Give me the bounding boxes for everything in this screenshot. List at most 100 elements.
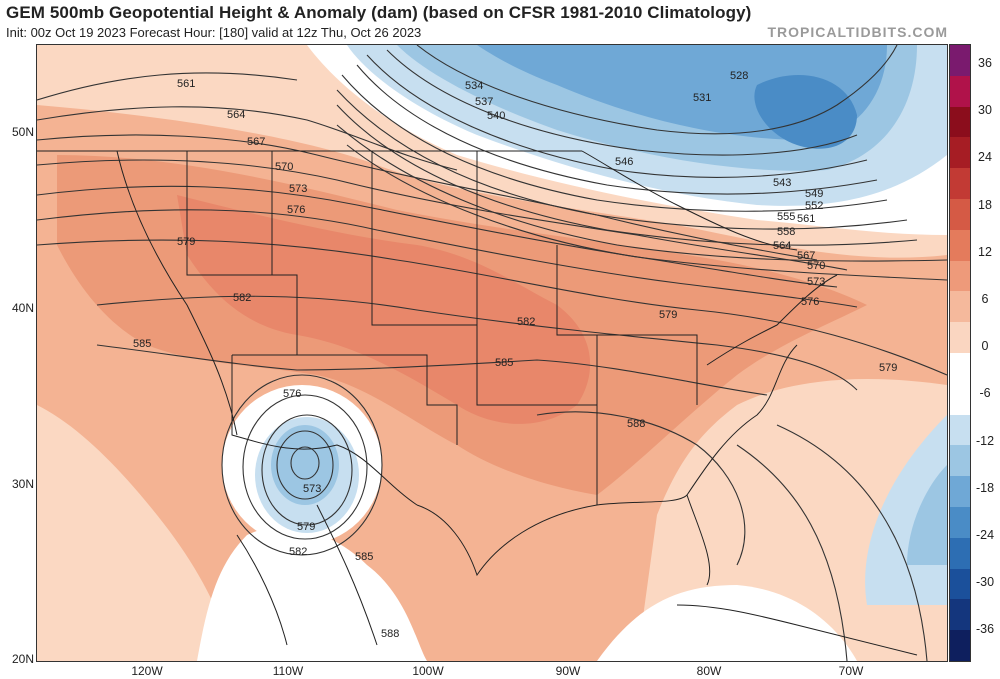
colorbar — [949, 44, 971, 662]
contour-label: 564 — [773, 240, 791, 252]
mexico-west-coast — [316, 504, 378, 646]
contour-543 — [336, 89, 908, 230]
contour-label: 582 — [517, 316, 535, 328]
chart-title: GEM 500mb Geopotential Height & Anomaly … — [6, 3, 752, 22]
contour-label: 582 — [233, 292, 251, 304]
contour-label: 585 — [133, 338, 151, 350]
contour-cutoff-576 — [276, 430, 334, 500]
colorbar-segment — [950, 599, 970, 631]
state-line-midwest — [597, 334, 698, 405]
contour-label: 585 — [495, 357, 513, 369]
colorbar-segment — [950, 199, 970, 231]
contour-label: 534 — [465, 80, 483, 92]
contour-label: 570 — [275, 161, 293, 173]
lon-label: 110W — [272, 664, 304, 678]
contour-579 — [37, 239, 947, 376]
lon-label: 120W — [131, 664, 163, 678]
contour-label: 588 — [627, 418, 645, 430]
cutoff-low-neg12 — [271, 425, 339, 505]
contour-label: 570 — [807, 260, 825, 272]
contour-label: 558 — [777, 226, 795, 238]
contour-label: 555 — [777, 211, 795, 223]
contour-576 — [37, 209, 858, 308]
colorbar-segment — [950, 260, 970, 292]
contour-atlantic-576 — [776, 424, 928, 661]
anomaly-neg24-north — [754, 75, 857, 149]
contour-cutoff-579 — [261, 414, 353, 526]
contour-label: 546 — [615, 156, 633, 168]
state-line-mississippi — [556, 245, 598, 505]
colorbar-segment — [950, 353, 970, 385]
contour-label: 585 — [355, 551, 373, 563]
anomaly-neg12-atlantic — [907, 465, 947, 565]
map-canvas: 561 564 567 570 573 576 579 582 585 588 … — [37, 45, 947, 661]
colorbar-segment — [950, 568, 970, 600]
colorbar-segment — [950, 630, 970, 662]
chart-subtitle: Init: 00z Oct 19 2023 Forecast Hour: [18… — [6, 25, 422, 40]
contour-label: 561 — [177, 78, 195, 90]
political-borders — [37, 150, 918, 656]
colorbar-label: 36 — [978, 56, 992, 70]
contour-cutoff-582 — [242, 394, 368, 540]
colorbar-segment — [950, 383, 970, 416]
contour-546 — [336, 104, 918, 246]
colorbar-segment — [950, 414, 970, 446]
cuba-coast — [676, 604, 918, 656]
lon-label: 70W — [838, 664, 864, 678]
contour-label: 552 — [805, 200, 823, 212]
contour-567 — [37, 134, 818, 261]
colorbar-segment — [950, 45, 970, 77]
lat-label: 20N — [11, 652, 34, 666]
colorbar-segment — [950, 507, 970, 539]
contour-561 — [37, 72, 298, 101]
colorbar-segment — [950, 229, 970, 262]
contour-label: 567 — [797, 250, 815, 262]
contour-label: 543 — [773, 177, 791, 189]
east-coast-south — [686, 344, 798, 496]
contour-label: 540 — [487, 110, 505, 122]
contour-label: 576 — [801, 296, 819, 308]
colorbar-segment — [950, 137, 970, 169]
lon-label: 80W — [696, 664, 722, 678]
contour-label: 576 — [287, 204, 305, 216]
contour-label: 579 — [879, 362, 897, 374]
contour-570 — [37, 159, 848, 271]
colorbar-segment — [950, 537, 970, 570]
contour-atlantic-579 — [736, 444, 848, 661]
contour-552 — [346, 144, 947, 281]
east-coast-north — [706, 274, 838, 366]
contour-label: 576 — [283, 388, 301, 400]
colorbar-segment — [950, 291, 970, 323]
baja-peninsula — [236, 534, 288, 646]
contour-582 — [96, 295, 858, 391]
contour-588 — [536, 411, 746, 566]
colorbar-segment — [950, 168, 970, 200]
pacific-coast — [116, 150, 238, 436]
colorbar-label: 24 — [978, 150, 992, 165]
colorbar-segment — [950, 322, 970, 354]
colorbar-label: -24 — [975, 528, 995, 542]
colorbar-label: -12 — [975, 433, 995, 448]
contour-540 — [341, 74, 888, 212]
colorbar-label: -30 — [975, 575, 995, 590]
contour-549 — [336, 124, 947, 262]
brand-watermark: TROPICALTIDBITS.COM — [767, 24, 948, 40]
contour-label: 549 — [805, 188, 823, 200]
anomaly-map: 561 564 567 570 573 576 579 582 585 588 … — [36, 44, 948, 662]
colorbar-label: -18 — [975, 480, 995, 495]
contour-label: 531 — [693, 92, 711, 104]
contour-label: 573 — [289, 183, 307, 195]
contour-534 — [366, 54, 868, 178]
contour-label: 573 — [807, 276, 825, 288]
colorbar-label: -6 — [979, 386, 991, 401]
state-line-southwest — [232, 354, 458, 445]
lon-label: 100W — [412, 664, 444, 678]
lat-label: 30N — [11, 477, 34, 491]
contour-label: 537 — [475, 96, 493, 108]
colorbar-label: 30 — [978, 103, 992, 118]
contour-labels: 561 564 567 570 573 576 579 582 585 588 … — [133, 70, 897, 640]
lon-label: 90W — [555, 664, 581, 678]
contour-label: 561 — [797, 213, 815, 225]
colorbar-segment — [950, 445, 970, 477]
contour-537 — [356, 64, 878, 195]
